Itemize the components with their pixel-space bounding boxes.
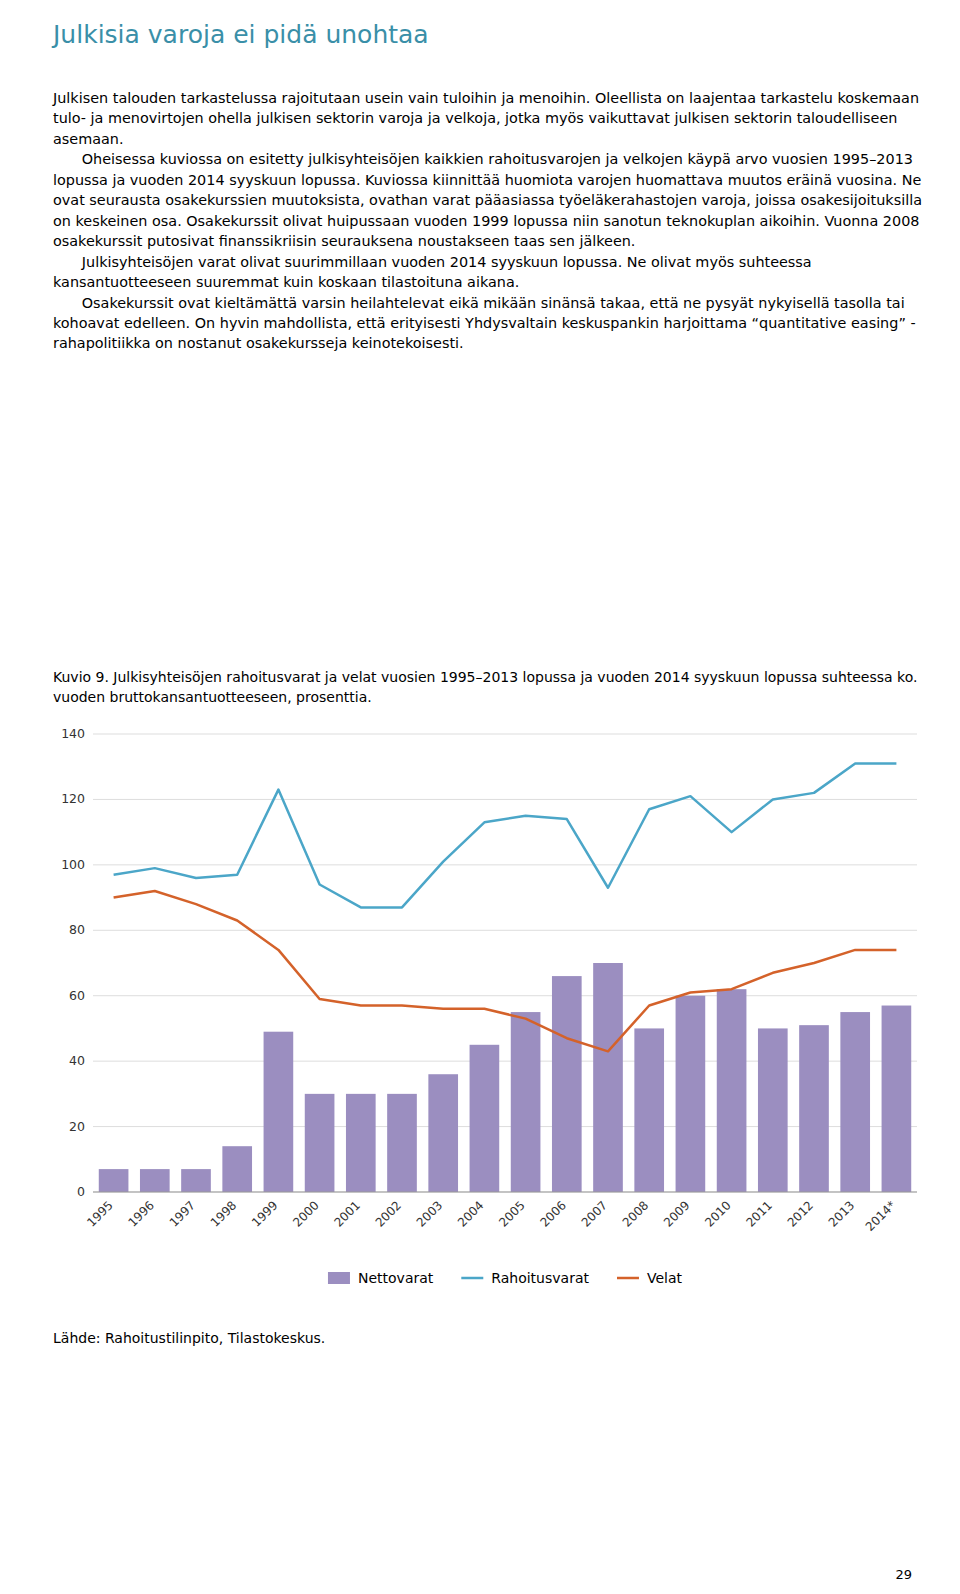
paragraph: Oheisessa kuviossa on esitetty julkisyht…: [53, 149, 927, 251]
chart-title: Kuvio 9. Julkisyhteisöjen rahoitusvarat …: [53, 668, 927, 707]
x-tick-label: 2005: [496, 1198, 527, 1229]
bar: [552, 976, 582, 1192]
x-axis-line: [93, 1192, 917, 1193]
body-text: Julkisen talouden tarkastelussa rajoitut…: [53, 88, 927, 354]
x-tick-label: 2011: [743, 1198, 774, 1229]
grid-line: [93, 930, 917, 931]
y-tick-label: 40: [69, 1053, 85, 1068]
bar: [140, 1169, 170, 1192]
x-tick-label: 2012: [785, 1198, 816, 1229]
grid-line: [93, 799, 917, 800]
bar: [346, 1094, 376, 1192]
bar: [676, 996, 706, 1192]
grid-line: [93, 864, 917, 865]
line: [114, 763, 897, 907]
bar: [387, 1094, 417, 1192]
grid-line: [93, 1192, 917, 1193]
x-tick-label: 2006: [537, 1198, 568, 1229]
x-tick-label: 2004: [455, 1198, 486, 1229]
paragraph: Osakekurssit ovat kieltämättä varsin hei…: [53, 293, 927, 354]
legend-item: Velat: [617, 1270, 683, 1286]
bar: [593, 963, 623, 1192]
y-tick-label: 120: [61, 791, 85, 806]
y-tick-label: 100: [61, 857, 85, 872]
paragraph: Julkisen talouden tarkastelussa rajoitut…: [53, 88, 927, 149]
legend-swatch: [328, 1272, 350, 1284]
y-tick-label: 80: [69, 922, 85, 937]
y-tick-label: 60: [69, 988, 85, 1003]
line: [114, 891, 897, 1051]
y-tick-label: 20: [69, 1119, 85, 1134]
bar: [511, 1012, 541, 1192]
bar: [799, 1025, 829, 1192]
y-tick-label: 140: [61, 726, 85, 741]
x-tick-label: 1995: [84, 1198, 115, 1229]
plot-data: [99, 763, 911, 1192]
x-tick-label: 1997: [167, 1198, 198, 1229]
x-tick-label: 2009: [661, 1198, 692, 1229]
legend-swatch: [617, 1277, 639, 1280]
legend-swatch: [461, 1277, 483, 1280]
bar: [840, 1012, 870, 1192]
paragraph: Julkisyhteisöjen varat olivat suurimmill…: [53, 252, 927, 293]
bar: [181, 1169, 211, 1192]
bar: [264, 1032, 294, 1192]
grid-line: [93, 1061, 917, 1062]
bar: [882, 1006, 912, 1192]
chart: 0 20 40 60 80 100 120 140 1995 1996 1997 1998 1999 20…: [53, 722, 927, 1316]
legend-item: Nettovarat: [328, 1270, 434, 1286]
grid-line: [93, 995, 917, 996]
bar: [99, 1169, 129, 1192]
grid-line: [93, 734, 917, 735]
x-tick-label: 2010: [702, 1198, 733, 1229]
bar: [222, 1146, 252, 1192]
legend-item: Rahoitusvarat: [461, 1270, 589, 1286]
x-tick-label: 1998: [208, 1198, 239, 1229]
x-tick-label: 1996: [125, 1198, 156, 1229]
bar: [758, 1028, 788, 1192]
bar: [305, 1094, 335, 1192]
bar: [634, 1028, 664, 1192]
page-title: Julkisia varoja ei pidä unohtaa: [53, 20, 429, 49]
legend-label: Rahoitusvarat: [491, 1270, 589, 1286]
x-tick-label: 2003: [414, 1198, 445, 1229]
legend-label: Velat: [647, 1270, 683, 1286]
chart-svg: 0 20 40 60 80 100 120 140 1995 1996 1997 1998 1999 20…: [53, 722, 927, 1312]
x-tick-label: 1999: [249, 1198, 280, 1229]
legend: Nettovarat Rahoitusvarat Velat: [328, 1270, 683, 1286]
x-tick-label: 2002: [373, 1198, 404, 1229]
x-tick-label: 2001: [331, 1198, 362, 1229]
legend-label: Nettovarat: [358, 1270, 434, 1286]
x-tick-label: 2008: [620, 1198, 651, 1229]
x-tick-label: 2007: [579, 1198, 610, 1229]
x-tick-label: 2013: [826, 1198, 857, 1229]
bar: [428, 1074, 458, 1192]
x-tick-label: 2014*: [863, 1198, 899, 1234]
page-number: 29: [895, 1567, 912, 1582]
bar: [470, 1045, 500, 1192]
x-tick-label: 2000: [290, 1198, 321, 1229]
source-note: Lähde: Rahoitustilinpito, Tilastokeskus.: [53, 1330, 325, 1346]
bar: [717, 989, 747, 1192]
grid-line: [93, 1126, 917, 1127]
y-tick-label: 0: [77, 1184, 85, 1199]
